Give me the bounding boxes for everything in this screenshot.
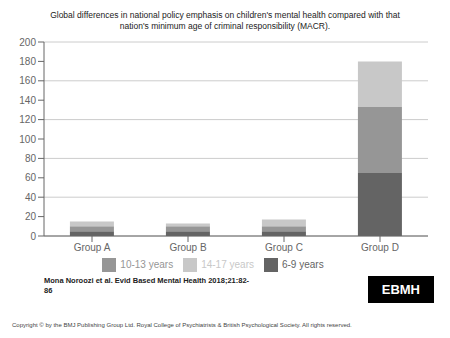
- svg-text:Group C: Group C: [265, 242, 303, 253]
- html-text:14-17 years: 14-17 years: [201, 258, 254, 270]
- svg-text:100: 100: [19, 134, 36, 145]
- html-text:nation's minimum age of crimin: nation's minimum age of criminal respons…: [119, 21, 331, 31]
- html-text:Copyright © by the BMJ Publish: Copyright © by the BMJ Publishing Group …: [12, 322, 352, 328]
- svg-text:200: 200: [19, 37, 36, 48]
- svg-text:160: 160: [19, 75, 36, 86]
- html-text:Mona Noroozi et al. Evid Based: Mona Noroozi et al. Evid Based Mental He…: [44, 276, 250, 295]
- svg-text:Group B: Group B: [169, 242, 207, 253]
- svg-text:140: 140: [19, 95, 36, 106]
- svg-text:80: 80: [25, 153, 37, 164]
- svg-text:180: 180: [19, 56, 36, 67]
- svg-text:60: 60: [25, 172, 37, 183]
- svg-text:0: 0: [30, 231, 36, 242]
- svg-text:20: 20: [25, 211, 37, 222]
- svg-text:Group A: Group A: [74, 242, 111, 253]
- svg-text:Group D: Group D: [361, 242, 399, 253]
- html-text:10-13 years: 10-13 years: [120, 258, 174, 270]
- html-text:Global differences in national: Global differences in national policy em…: [50, 10, 400, 20]
- svg-text:120: 120: [19, 114, 36, 125]
- html-text:6-9 years: 6-9 years: [282, 258, 324, 270]
- html-text:EBMH: EBMH: [381, 282, 420, 297]
- svg-text:40: 40: [25, 192, 37, 203]
